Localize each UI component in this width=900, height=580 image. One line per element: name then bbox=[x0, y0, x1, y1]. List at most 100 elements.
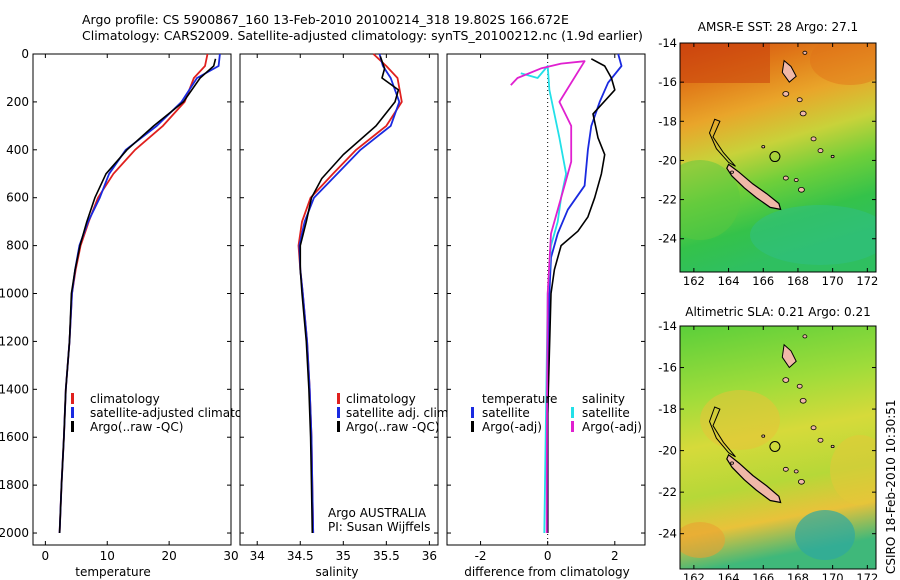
small-island bbox=[782, 377, 790, 383]
legend-swatch-satellite bbox=[337, 407, 340, 418]
coastline-group bbox=[708, 334, 835, 504]
warm-patch bbox=[680, 43, 770, 83]
small-island bbox=[830, 444, 835, 449]
x-tick-label: 35 bbox=[336, 549, 351, 563]
x-tick-label: 34.5 bbox=[287, 549, 314, 563]
map-x-tick-label: 170 bbox=[822, 274, 844, 288]
legend-swatch-temp-satellite bbox=[471, 407, 474, 418]
temperature-xlabel: temperature bbox=[75, 565, 150, 579]
map-x-tick-label: 164 bbox=[718, 571, 740, 580]
legend-label-argo: Argo(..raw -QC) bbox=[90, 420, 183, 434]
small-island bbox=[793, 469, 799, 474]
salinity-xlabel: salinity bbox=[315, 565, 358, 579]
small-island bbox=[793, 178, 799, 183]
legend-swatch-climatology bbox=[337, 393, 340, 404]
legend-swatch-argo bbox=[71, 421, 74, 432]
legend-swatch-sal-argo bbox=[571, 421, 574, 432]
map-y-tick-label: -24 bbox=[658, 527, 677, 541]
x-tick-label: 35.5 bbox=[373, 549, 400, 563]
map-x-tick-label: 162 bbox=[683, 571, 705, 580]
series-line-temperature-satellite bbox=[546, 53, 623, 533]
cool-patch-west bbox=[680, 160, 740, 240]
small-island bbox=[802, 50, 808, 55]
series-line-temperature-argo-adj- bbox=[546, 58, 616, 533]
high-sla-patch-east bbox=[830, 435, 876, 505]
map-y-tick-label: -20 bbox=[658, 444, 677, 458]
title-line-1: Argo profile: CS 5900867_160 13-Feb-2010… bbox=[82, 12, 569, 27]
legend-label-satellite: satellite-adjusted climatology bbox=[90, 406, 268, 420]
temperature-axes-frame bbox=[32, 53, 232, 546]
cool-patch bbox=[750, 205, 876, 265]
legend-label-climatology: climatology bbox=[90, 392, 160, 406]
salinity-axes-frame bbox=[239, 53, 439, 546]
x-tick-label: 36 bbox=[422, 549, 437, 563]
vanuatu-island bbox=[781, 343, 797, 369]
y-tick-label: 1800 bbox=[0, 478, 29, 492]
map-x-tick-label: 168 bbox=[787, 571, 809, 580]
temperature-legend: climatology satellite-adjusted climatolo… bbox=[71, 392, 268, 434]
reef-outline bbox=[708, 406, 736, 458]
small-island bbox=[798, 478, 805, 485]
x-tick-label: 0 bbox=[42, 549, 50, 563]
legend-swatch-satellite bbox=[71, 407, 74, 418]
legend-label-satellite: satellite adj. clim. bbox=[346, 406, 452, 420]
y-tick-label: 1000 bbox=[0, 287, 29, 301]
legend-label-climatology: climatology bbox=[346, 392, 416, 406]
difference-xlabel: difference from climatology bbox=[464, 565, 630, 579]
small-island bbox=[817, 148, 824, 154]
small-island bbox=[782, 91, 790, 97]
warm-patch-east bbox=[810, 43, 876, 85]
map-y-tick-label: -16 bbox=[658, 361, 677, 375]
vanuatu-island bbox=[781, 59, 797, 83]
x-tick-label: 34 bbox=[250, 549, 265, 563]
legend-label-sal-satellite: satellite bbox=[582, 406, 630, 420]
map-x-tick-label: 172 bbox=[856, 571, 878, 580]
small-island bbox=[817, 437, 824, 443]
coastline-group bbox=[708, 50, 835, 211]
small-island bbox=[730, 170, 734, 174]
series-line-argo-raw-qc- bbox=[58, 58, 217, 534]
legend-label-sal-argo: Argo(-adj) bbox=[582, 420, 642, 434]
map-x-tick-label: 162 bbox=[683, 274, 705, 288]
small-island bbox=[761, 434, 766, 438]
sst-map-panel: AMSR-E SST: 28 Argo: 27.1 162 164 166 168 17… bbox=[658, 20, 878, 288]
temperature-panel: 0 200 400 600 800 1000 1200 1400 1600 1800 2000 0 1… bbox=[0, 47, 268, 579]
small-island bbox=[799, 397, 807, 404]
new-caledonia-landmass bbox=[726, 163, 782, 211]
map-y-tick-label: -14 bbox=[658, 319, 677, 333]
small-island bbox=[796, 383, 803, 389]
y-tick-label: 800 bbox=[6, 239, 29, 253]
x-tick-label: 20 bbox=[161, 549, 176, 563]
small-island bbox=[796, 97, 803, 103]
argo-position-marker bbox=[769, 441, 781, 453]
sst-map-frame bbox=[679, 42, 877, 273]
legend-label-temp-satellite: satellite bbox=[482, 406, 530, 420]
small-island bbox=[782, 466, 789, 472]
y-tick-label: 400 bbox=[6, 143, 29, 157]
legend-label-argo: Argo(..raw -QC) bbox=[346, 420, 439, 434]
legend-swatch-sal-satellite bbox=[571, 407, 574, 418]
salinity-panel: 34 34.5 35 35.5 36 salinity climatology sate… bbox=[239, 53, 452, 579]
map-y-tick-label: -24 bbox=[658, 232, 677, 246]
map-y-tick-label: -22 bbox=[658, 193, 677, 207]
reef-outline bbox=[708, 118, 736, 167]
small-island bbox=[830, 154, 835, 159]
y-tick-label: 200 bbox=[6, 95, 29, 109]
difference-legend: temperature satellite Argo(-adj) salinit… bbox=[471, 392, 642, 434]
y-tick-label: 1600 bbox=[0, 430, 29, 444]
sst-map-title: AMSR-E SST: 28 Argo: 27.1 bbox=[698, 20, 858, 34]
argo-program-label: Argo AUSTRALIA bbox=[328, 506, 427, 520]
legend-swatch-climatology bbox=[71, 393, 74, 404]
y-tick-label: 1200 bbox=[0, 334, 29, 348]
small-island bbox=[761, 145, 766, 149]
title-line-2: Climatology: CARS2009. Satellite-adjuste… bbox=[82, 28, 643, 43]
sla-map-frame bbox=[679, 325, 877, 570]
map-y-tick-label: -18 bbox=[658, 402, 677, 416]
legend-heading-salinity: salinity bbox=[582, 392, 625, 406]
series-line-argo-raw-qc- bbox=[299, 56, 400, 534]
argo-position-marker bbox=[769, 151, 781, 163]
map-y-tick-label: -14 bbox=[658, 36, 677, 50]
map-y-tick-label: -16 bbox=[658, 75, 677, 89]
legend-swatch-argo bbox=[337, 421, 340, 432]
x-tick-label: -2 bbox=[475, 549, 487, 563]
